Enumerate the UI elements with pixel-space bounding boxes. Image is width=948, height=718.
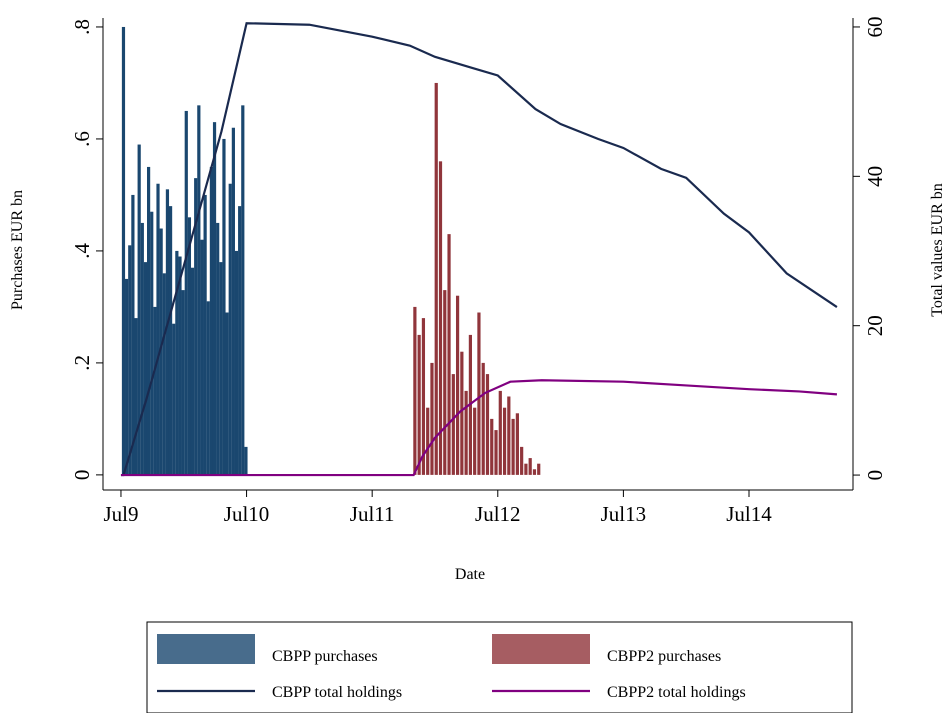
bar	[184, 110, 188, 475]
bar	[137, 144, 141, 475]
bar	[168, 206, 173, 475]
bar	[494, 430, 498, 475]
bar	[209, 166, 213, 475]
bar	[481, 362, 485, 475]
bar	[146, 166, 151, 475]
legend-label: CBPP total holdings	[272, 684, 402, 701]
bar	[216, 222, 220, 475]
bar	[426, 407, 430, 475]
bar	[430, 362, 434, 475]
bar	[234, 250, 239, 475]
line	[120, 22, 838, 477]
bar	[532, 469, 537, 475]
bar	[156, 183, 160, 475]
bar	[507, 396, 511, 475]
x-tick-label: Jul14	[726, 502, 772, 526]
bar	[231, 127, 235, 475]
y-tick-label: 0	[70, 470, 94, 481]
bar	[434, 82, 438, 475]
bar	[502, 407, 507, 475]
bar	[194, 178, 198, 475]
bar	[153, 306, 157, 475]
bar	[175, 250, 179, 475]
bar	[520, 446, 524, 475]
bar	[443, 290, 447, 475]
bar	[200, 239, 204, 475]
legend-label: CBPP purchases	[272, 648, 378, 665]
bar	[417, 334, 421, 475]
y-tick-label: .2	[70, 355, 94, 371]
bar	[524, 463, 528, 475]
x-tick-label: Jul9	[103, 502, 138, 526]
bar	[515, 413, 519, 475]
x-axis-label: Date	[455, 566, 485, 583]
bar	[178, 256, 182, 475]
legend-swatch	[157, 634, 255, 664]
bar	[219, 262, 223, 475]
bar	[134, 318, 138, 475]
y-tick-label: .4	[70, 243, 94, 259]
bar	[203, 194, 207, 475]
bar	[485, 374, 490, 475]
x-tick-label: Jul13	[601, 502, 647, 526]
bar	[143, 262, 148, 475]
bar	[222, 138, 226, 475]
line	[120, 379, 838, 477]
y-tick-label: .8	[70, 19, 94, 35]
bar	[490, 418, 494, 475]
y2-tick-label: 40	[863, 166, 887, 187]
bar	[477, 312, 481, 475]
bar	[206, 301, 210, 475]
bar	[455, 295, 460, 475]
bar	[228, 183, 232, 475]
bar	[413, 306, 417, 475]
bar	[190, 267, 195, 475]
bar	[244, 446, 248, 475]
legend-label: CBPP2 purchases	[607, 648, 721, 665]
bar	[421, 318, 426, 475]
bar	[165, 189, 170, 475]
bar	[162, 273, 166, 475]
bar	[187, 217, 192, 475]
bar	[212, 122, 217, 475]
bar	[150, 211, 154, 475]
y2-axis-label: Total values EUR bn	[929, 183, 946, 317]
x-tick-label: Jul11	[350, 502, 395, 526]
bar	[511, 418, 515, 475]
bar	[438, 161, 443, 475]
bar	[159, 228, 163, 475]
bar	[172, 323, 176, 475]
bar	[125, 278, 129, 475]
bar	[241, 105, 245, 475]
bar	[451, 374, 455, 475]
bar	[498, 390, 502, 475]
bar	[238, 206, 242, 475]
y2-tick-label: 20	[863, 315, 887, 336]
bar	[473, 407, 477, 475]
bar	[121, 26, 126, 475]
y-tick-label: .6	[70, 131, 94, 147]
bar	[460, 351, 464, 475]
legend-label: CBPP2 total holdings	[607, 684, 746, 701]
bar	[131, 194, 135, 475]
y2-tick-label: 0	[863, 470, 887, 481]
bar	[225, 312, 229, 475]
x-tick-label: Jul12	[475, 502, 521, 526]
bar	[537, 463, 541, 475]
bar	[197, 105, 201, 475]
bar	[528, 458, 532, 475]
y-axis-label: Purchases EUR bn	[9, 190, 26, 310]
bar	[464, 390, 468, 475]
legend-swatch	[492, 634, 590, 664]
bar	[181, 290, 185, 475]
x-tick-label: Jul10	[224, 502, 270, 526]
bar	[140, 222, 144, 475]
bar	[128, 245, 132, 475]
bar	[447, 234, 451, 475]
y2-tick-label: 60	[863, 16, 887, 37]
